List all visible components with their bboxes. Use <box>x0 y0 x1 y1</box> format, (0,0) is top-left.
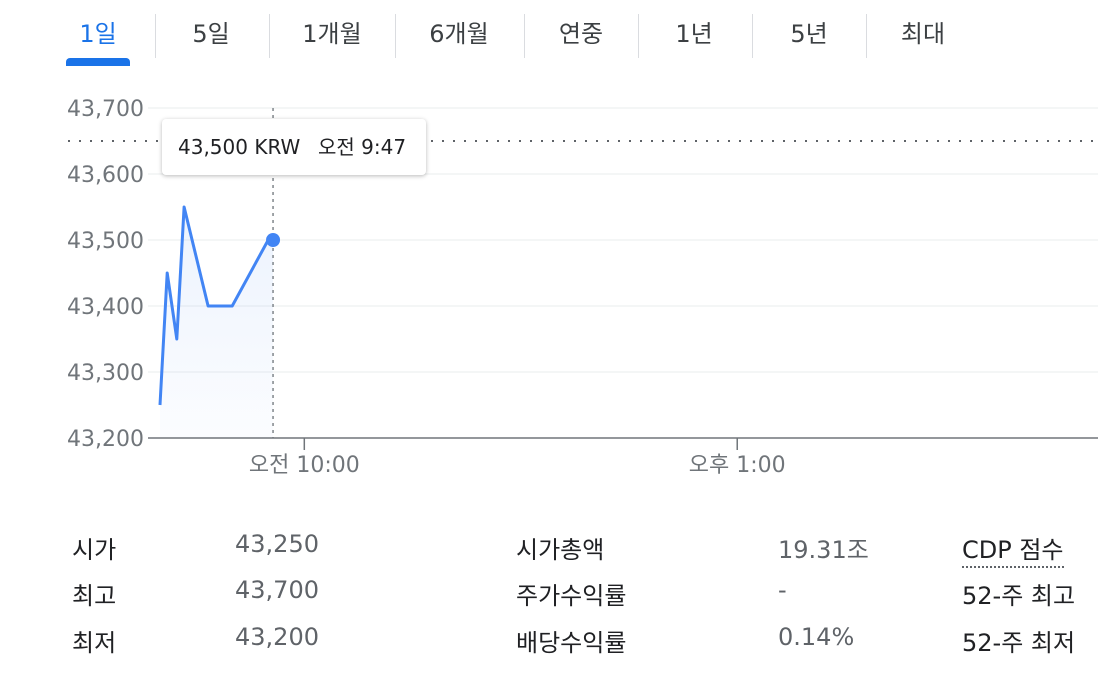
tab-divider <box>638 14 639 58</box>
stat-marketcap-value: 19.31조 <box>778 536 869 564</box>
tab-1m[interactable]: 1개월 <box>302 20 362 48</box>
price-line <box>158 205 273 406</box>
y-tick-label: 43,400 <box>67 295 144 320</box>
y-tick-label: 43,300 <box>67 361 144 386</box>
tooltip-time: 오전 9:47 <box>318 135 407 159</box>
stat-marketcap-label: 시가총액 <box>516 536 605 564</box>
hover-point <box>266 233 281 247</box>
tab-divider <box>752 14 753 58</box>
tab-divider <box>395 14 396 58</box>
tab-divider <box>866 14 867 58</box>
stat-dividend-label: 배당수익률 <box>516 629 627 657</box>
tab-divider <box>269 14 270 58</box>
tab-divider <box>155 14 156 58</box>
stat-high-value: 43,700 <box>235 576 319 604</box>
stat-52w-low-label: 52-주 최저 <box>962 629 1076 657</box>
tab-1y[interactable]: 1년 <box>675 20 713 48</box>
y-tick-label: 43,700 <box>67 97 144 122</box>
tab-ytd[interactable]: 연중 <box>558 20 604 48</box>
tab-5d[interactable]: 5일 <box>192 20 230 48</box>
stat-52w-high-label: 52-주 최고 <box>962 582 1076 610</box>
x-tick-label: 오후 1:00 <box>689 453 786 478</box>
y-tick-label: 43,600 <box>67 163 144 188</box>
tab-1d[interactable]: 1일 <box>79 20 117 48</box>
stat-open-value: 43,250 <box>235 530 319 558</box>
stat-pe-value: - <box>778 576 787 604</box>
stat-cdp-score-label[interactable]: CDP 점수 <box>962 530 1064 568</box>
active-tab-indicator <box>66 58 130 66</box>
tab-max[interactable]: 최대 <box>900 20 946 48</box>
y-tick-label: 43,500 <box>67 229 144 254</box>
stat-dividend-value: 0.14% <box>778 623 855 651</box>
stat-high-label: 최고 <box>72 582 117 610</box>
x-tick-label: 오전 10:00 <box>249 453 360 478</box>
tooltip-price: 43,500 KRW <box>178 135 301 159</box>
tab-divider <box>524 14 525 58</box>
y-tick-label: 43,200 <box>67 427 144 452</box>
tab-6m[interactable]: 6개월 <box>429 20 489 48</box>
price-chart[interactable]: 43,700 43,600 43,500 43,400 43,300 43,200 오전 … <box>0 80 1098 480</box>
stat-low-value: 43,200 <box>235 623 319 651</box>
tab-5y[interactable]: 5년 <box>790 20 828 48</box>
stat-low-label: 최저 <box>72 629 117 657</box>
stat-pe-label: 주가수익률 <box>516 582 627 610</box>
price-area <box>160 207 273 438</box>
price-tooltip: 43,500 KRW 오전 9:47 <box>162 119 426 175</box>
range-tabs: 1일 5일 1개월 6개월 연중 1년 5년 최대 <box>0 0 1098 66</box>
stat-open-label: 시가 <box>72 536 117 564</box>
